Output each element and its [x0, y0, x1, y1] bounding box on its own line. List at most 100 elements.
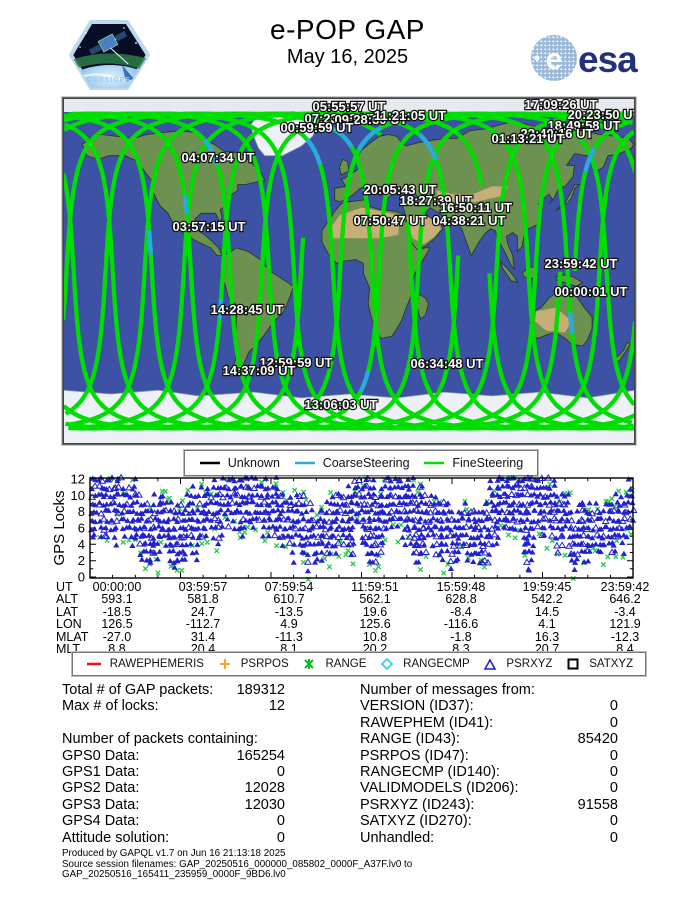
ephemeris-value: -1.8	[450, 629, 472, 644]
plus-marker-icon	[219, 659, 230, 669]
y-tick-label: 6	[78, 521, 85, 536]
packet-stat-row: GPS1 Data: 0	[62, 764, 285, 780]
ephemeris-value: -12.3	[610, 629, 640, 644]
y-axis-title: GPS Locks	[51, 490, 68, 565]
pass-time-label: 11:21:05 UT	[374, 108, 446, 123]
stat-value: 0	[276, 829, 285, 846]
footer-provenance: Produced by GAPQL v1.7 on Jun 16 21:13:1…	[62, 848, 682, 881]
ephemeris-value: 562.1	[359, 592, 391, 607]
stat-value: 0	[276, 813, 285, 830]
ephemeris-value: 4.9	[280, 617, 298, 632]
pass-time-label: 14:37:09 UT	[223, 363, 296, 378]
message-legend-label: RAWEPHEMERIS	[109, 658, 204, 670]
y-tick-label: 2	[78, 553, 85, 568]
message-stats-column: Number of messages from: VERSION (ID37): 0…	[360, 682, 618, 846]
ephemeris-value: 125.6	[359, 617, 391, 632]
ephemeris-value: -13.5	[274, 604, 304, 619]
stat-label: GPS0 Data:	[62, 747, 140, 764]
ephemeris-row-ut: UT 00:00:00 03:59:57 07:59:54 11:59:51 15:59:…	[0, 580, 695, 594]
y-tick-label: 12	[71, 472, 85, 487]
stat-value: 165254	[236, 747, 285, 764]
row-label: LAT	[56, 604, 78, 619]
fine-steering-tracks	[63, 111, 635, 431]
ephemeris-value: -18.5	[102, 604, 132, 619]
message-legend-label: PSRXYZ	[506, 658, 553, 670]
ephemeris-value: 07:59:54	[264, 580, 314, 594]
message-type-legend: RAWEPHEMERIS PSRPOS RANGE RANGECMP PSRXYZ SAT…	[71, 651, 647, 677]
stat-label: RANGE (ID43):	[360, 731, 460, 748]
message-stat-row: Number of messages from:	[360, 682, 618, 698]
esa-logo: e esa	[531, 35, 639, 81]
steering-legend-item: Unknown	[199, 456, 280, 470]
message-legend-label: PSRPOS	[240, 658, 289, 670]
page-date: May 16, 2025	[286, 46, 409, 68]
page-title: e-POP GAP	[270, 14, 425, 45]
stat-label: Number of packets containing:	[62, 731, 258, 748]
star-marker-icon	[304, 659, 315, 669]
pass-time-label: 00:59:59 UT	[281, 120, 354, 135]
ephemeris-value: 19:59:45	[522, 580, 572, 594]
row-label: MLAT	[56, 629, 89, 644]
ephemeris-value: -8.4	[450, 604, 472, 619]
y-tick-label: 0	[78, 570, 85, 585]
row-label: UT	[56, 580, 73, 594]
esa-globe-icon	[531, 35, 577, 81]
stat-label: VERSION (ID37):	[360, 698, 474, 715]
y-tick-label: 10	[71, 488, 85, 503]
stat-value: 0	[609, 714, 618, 731]
row-label: LON	[56, 617, 82, 632]
pass-time-label: 03:57:15 UT	[173, 219, 246, 234]
message-stat-row: RANGE (ID43): 85420	[360, 731, 618, 747]
stat-value: 189312	[236, 682, 285, 698]
stat-value: 0	[609, 763, 618, 780]
satellite-illustration	[88, 30, 129, 65]
pass-time-label: 04:38:21 UT	[433, 213, 506, 228]
stat-label: Max # of locks:	[62, 698, 159, 715]
packet-stat-row: GPS0 Data: 165254	[62, 748, 285, 764]
stat-value: 91558	[577, 796, 618, 813]
message-legend-item: RANGE	[300, 657, 366, 671]
ephemeris-row-mlat: MLAT -27.0 31.4 -11.3 10.8 -1.8 16.3 -12.3	[0, 629, 695, 644]
stat-value: 0	[609, 747, 618, 764]
pass-time-label: 06:34:48 UT	[411, 356, 484, 371]
packet-stat-row: Attitude solution: 0	[62, 830, 285, 846]
stat-value: 0	[609, 698, 618, 715]
pass-time-label: 04:07:34 UT	[182, 150, 255, 165]
stat-label: Unhandled:	[360, 829, 435, 846]
pass-time-label: 22:40:16 UT	[521, 126, 594, 141]
pass-time-label: 18:49:58 UT	[548, 118, 621, 133]
stat-label: PSRXYZ (ID243):	[360, 796, 475, 813]
stat-label: GPS4 Data:	[62, 813, 140, 830]
pass-time-label: 20:23:50 UT	[568, 107, 636, 122]
message-stat-row: RAWEPHEM (ID41): 0	[360, 715, 618, 731]
pass-time-label: 07:23:28 UT	[305, 111, 378, 126]
message-legend-item: RANGECMP	[378, 657, 470, 671]
steering-legend-item: FineSteering	[423, 456, 523, 470]
ephemeris-value: 31.4	[190, 629, 216, 644]
stat-value: 12030	[244, 796, 285, 813]
footer-line: Source session filenames: GAP_20250516_0…	[62, 858, 413, 870]
ephemeris-value: 542.2	[531, 592, 563, 607]
message-legend-label: SATXYZ	[589, 658, 634, 670]
stat-label: PSRPOS (ID47):	[360, 747, 469, 764]
ephemeris-value: 610.7	[273, 592, 305, 607]
ephemeris-value: 581.8	[187, 592, 219, 607]
ephemeris-value: 121.9	[609, 617, 641, 632]
legend-line-swatch-icon	[199, 461, 220, 465]
stat-label: RANGECMP (ID140):	[360, 763, 500, 780]
pass-time-label: 23:59:42 UT	[545, 256, 618, 271]
message-stat-row: VALIDMODELS (ID206): 0	[360, 780, 618, 796]
square-marker-icon	[567, 658, 579, 670]
stat-label: Total # of GAP packets:	[62, 682, 214, 698]
message-legend-item: PSRPOS	[216, 657, 289, 671]
psrxyz-filled-markers	[88, 474, 637, 574]
psrxyz-open-markers	[88, 473, 638, 566]
stat-label: RAWEPHEM (ID41):	[360, 714, 494, 731]
message-legend-label: RANGE	[325, 658, 367, 670]
ephemeris-value: 14.5	[534, 604, 560, 619]
stat-label: VALIDMODELS (ID206):	[360, 780, 519, 797]
legend-line-swatch-icon	[424, 461, 445, 465]
